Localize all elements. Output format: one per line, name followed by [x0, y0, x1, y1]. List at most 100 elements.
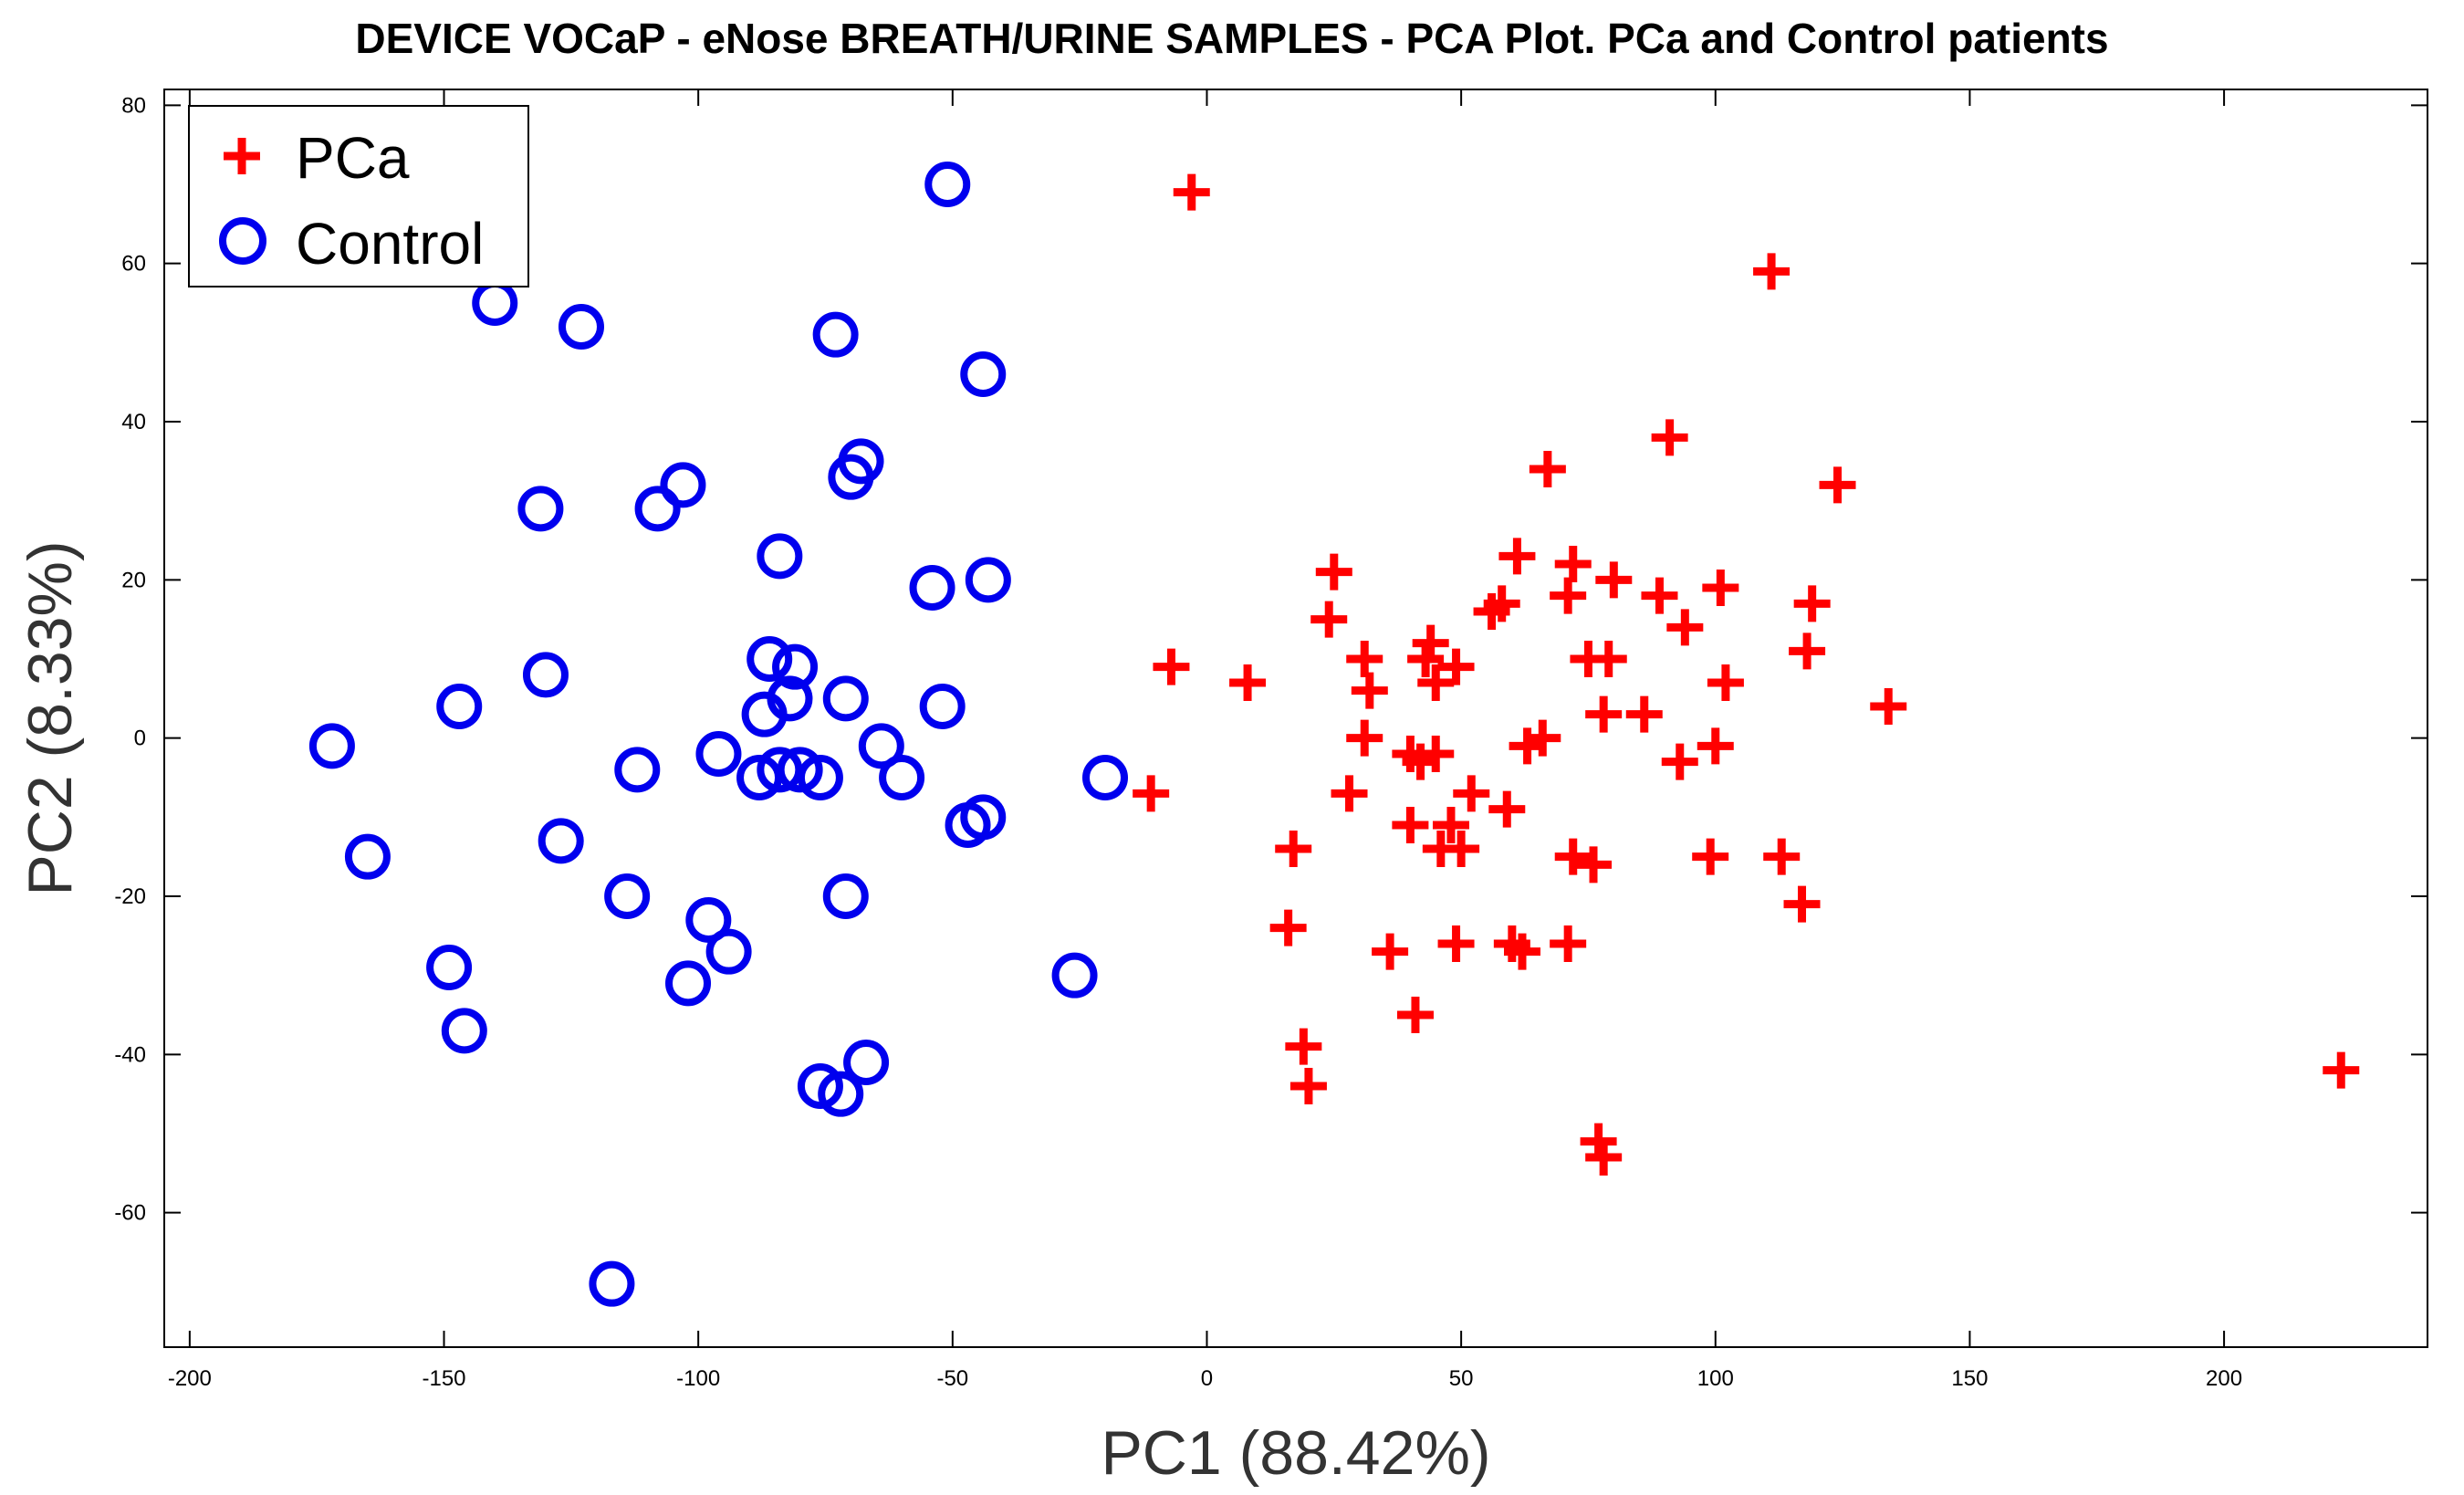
control-point — [843, 1040, 890, 1085]
control-point — [344, 833, 391, 880]
pca-point — [1396, 997, 1434, 1033]
control-point — [747, 636, 793, 682]
legend-pca-label: PCa — [296, 125, 410, 191]
control-point — [777, 747, 823, 793]
control-point — [558, 304, 604, 350]
chart-title: DEVICE VOCaP - eNose BREATH/URINE SAMPLE… — [355, 15, 2108, 62]
control-point — [308, 723, 355, 769]
pca-point — [1407, 641, 1445, 677]
control-point — [685, 897, 732, 943]
pca-point — [1153, 648, 1190, 685]
pca-point — [1285, 1028, 1322, 1065]
legend-control-label: Control — [296, 211, 484, 277]
pca-point — [1550, 925, 1587, 962]
pca-point — [1585, 695, 1623, 733]
pca-point — [1707, 664, 1744, 701]
pca-point — [1133, 775, 1170, 812]
control-point — [634, 486, 681, 532]
pca-point — [1692, 838, 1729, 875]
y-axis-ticks: -60 -40 -20 0 20 40 60 80 — [114, 93, 2427, 1226]
pca-point — [1498, 538, 1536, 575]
control-point — [818, 1071, 864, 1117]
x-tick-label: -150 — [422, 1366, 465, 1391]
pca-point — [1346, 719, 1383, 757]
pca-point — [1763, 838, 1801, 875]
series-pca — [1133, 173, 2360, 1176]
control-point — [426, 945, 473, 990]
control-point — [822, 675, 869, 722]
control-point — [960, 794, 1007, 841]
x-tick-label: 0 — [1201, 1366, 1213, 1391]
y-axis-title: PC2 (8.33%) — [16, 540, 85, 895]
control-point — [919, 684, 966, 729]
data-markers — [308, 162, 2360, 1307]
y-tick-label: -20 — [114, 884, 146, 909]
legend-box — [188, 105, 529, 288]
pca-point — [1702, 570, 1739, 606]
control-point — [965, 557, 1011, 603]
control-point — [1051, 952, 1098, 998]
control-point — [1082, 755, 1129, 800]
pca-point — [1351, 672, 1388, 709]
pca-point — [1550, 577, 1587, 614]
pca-point — [1437, 648, 1475, 685]
y-tick-label: 0 — [134, 727, 146, 751]
control-point — [879, 755, 925, 800]
pca-point — [1229, 664, 1267, 701]
control-point — [741, 691, 788, 737]
plot-frame — [163, 89, 2428, 1348]
pca-point — [1819, 466, 1856, 504]
series-control — [308, 162, 1129, 1307]
pca-point — [1392, 807, 1429, 843]
pca-point — [1661, 743, 1698, 780]
pca-point — [2323, 1051, 2360, 1089]
control-point — [660, 462, 706, 508]
control-point — [441, 1008, 487, 1054]
control-point — [538, 818, 584, 864]
pca-point — [1554, 838, 1592, 875]
pca-point — [1575, 846, 1613, 883]
pca-point — [1432, 807, 1469, 843]
pca-point — [1509, 727, 1546, 765]
control-point — [589, 1260, 635, 1307]
control-point — [695, 731, 742, 777]
pca-point — [1331, 775, 1368, 812]
pca-point — [1443, 831, 1480, 867]
legend-control-marker — [219, 217, 266, 265]
pca-point — [1437, 925, 1475, 962]
pca-point — [1372, 933, 1409, 970]
y-tick-label: 60 — [121, 252, 146, 277]
pca-point — [1310, 601, 1348, 638]
x-axis-ticks: -200 -150 -100 -50 0 50 100 150 200 — [168, 89, 2242, 1391]
x-tick-label: -100 — [676, 1366, 720, 1391]
pca-point — [1315, 553, 1352, 591]
pca-point — [1651, 419, 1688, 456]
y-tick-label: 20 — [121, 568, 146, 592]
x-tick-label: 150 — [1951, 1366, 1988, 1391]
pca-point — [1504, 933, 1540, 970]
pca-point — [1641, 577, 1678, 614]
pca-point — [1870, 688, 1907, 725]
control-point — [757, 747, 803, 793]
axes — [163, 89, 2428, 1348]
control-point — [797, 755, 843, 800]
legend-pca-marker — [224, 138, 260, 174]
y-tick-label: -40 — [114, 1042, 146, 1067]
control-point — [797, 1063, 843, 1109]
pca-point — [1554, 546, 1592, 582]
pca-point — [1453, 775, 1490, 812]
x-tick-label: 200 — [2206, 1366, 2242, 1391]
pca-point — [1173, 173, 1210, 211]
pca-point — [1595, 561, 1633, 599]
control-point — [960, 351, 1007, 397]
pca-point — [1417, 664, 1455, 701]
pca-point — [1697, 727, 1734, 765]
pca-point — [1275, 831, 1312, 867]
pca-point — [1783, 885, 1821, 923]
control-point — [665, 960, 712, 1007]
pca-point — [1488, 790, 1526, 828]
control-point — [522, 652, 569, 698]
pca-point — [1753, 253, 1791, 290]
pca-point — [1625, 695, 1663, 733]
